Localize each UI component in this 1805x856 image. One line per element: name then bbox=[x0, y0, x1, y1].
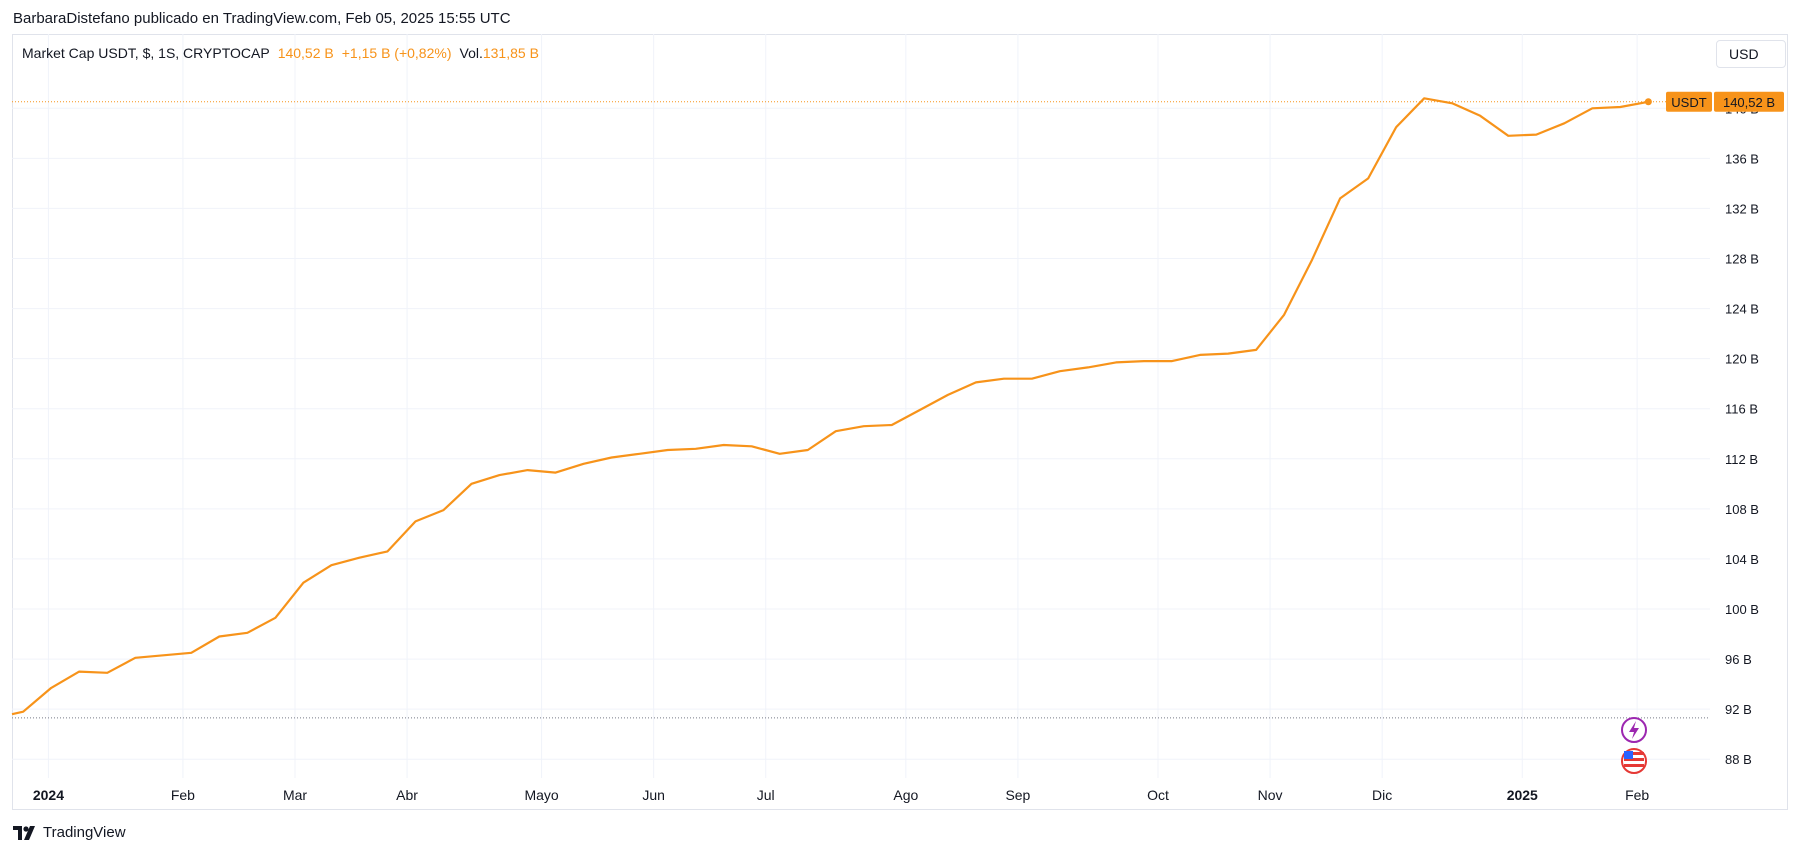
series-line[interactable] bbox=[11, 97, 1649, 716]
y-tick-label: 96 B bbox=[1725, 652, 1752, 667]
chart-frame bbox=[12, 34, 1788, 810]
y-tick-label: 88 B bbox=[1725, 752, 1752, 767]
x-tick-label: Nov bbox=[1258, 787, 1283, 803]
x-tick-label: Oct bbox=[1147, 787, 1169, 803]
legend-symbol[interactable]: Market Cap USDT, $, 1S, CRYPTOCAP bbox=[22, 45, 270, 61]
y-tick-label: 120 B bbox=[1725, 352, 1759, 367]
x-axis: 2024 Feb Mar Abr Mayo Jun Jul Ago Sep Oct Nov Dic 20… bbox=[33, 787, 1650, 803]
x-tick-label: Dic bbox=[1372, 787, 1392, 803]
y-tick-label: 92 B bbox=[1725, 702, 1752, 717]
x-tick-label: Sep bbox=[1005, 787, 1030, 803]
y-tick-label: 104 B bbox=[1725, 552, 1759, 567]
x-tick-label: 2024 bbox=[33, 787, 64, 803]
x-tick-label: Jul bbox=[757, 787, 775, 803]
y-tick-label: 132 B bbox=[1725, 201, 1759, 216]
y-tick-label: 112 B bbox=[1725, 452, 1758, 467]
x-tick-label: Abr bbox=[396, 787, 418, 803]
y-tick-label: 124 B bbox=[1725, 302, 1759, 317]
last-point-marker bbox=[1644, 98, 1652, 106]
legend-volume-label: Vol. bbox=[459, 45, 483, 61]
lightning-icon[interactable] bbox=[1621, 717, 1647, 743]
series-layer bbox=[11, 97, 1652, 716]
x-tick-label: Ago bbox=[893, 787, 918, 803]
x-tick-label: Mayo bbox=[524, 787, 558, 803]
publish-attribution: BarbaraDistefano publicado en TradingVie… bbox=[13, 10, 511, 27]
y-tick-label: 116 B bbox=[1725, 402, 1758, 417]
chart-legend: Market Cap USDT, $, 1S, CRYPTOCAP 140,52… bbox=[22, 45, 539, 61]
price-tag-value-bg bbox=[1714, 91, 1784, 112]
footer-brand-label: TradingView bbox=[43, 824, 126, 841]
legend-change: +1,15 B (+0,82%) bbox=[341, 45, 452, 61]
y-tick-label: 128 B bbox=[1725, 251, 1759, 266]
tradingview-logo-icon bbox=[13, 825, 35, 840]
last-price-tag: USDT 140,52 B bbox=[1666, 91, 1784, 112]
y-tick-label: 100 B bbox=[1725, 602, 1759, 617]
x-tick-label: 2025 bbox=[1507, 787, 1538, 803]
x-tick-label: Feb bbox=[171, 787, 195, 803]
price-tag-value: 140,52 B bbox=[1723, 95, 1775, 110]
y-tick-label: 136 B bbox=[1725, 151, 1759, 166]
x-tick-label: Feb bbox=[1625, 787, 1649, 803]
price-tag-symbol: USDT bbox=[1671, 95, 1706, 110]
footer-brand[interactable]: TradingView bbox=[13, 824, 126, 841]
currency-button[interactable]: USD bbox=[1716, 40, 1786, 68]
x-tick-label: Mar bbox=[283, 787, 307, 803]
legend-volume-value: 131,85 B bbox=[482, 45, 539, 61]
legend-last-value: 140,52 B bbox=[277, 45, 334, 61]
y-axis: 88 B 92 B 96 B 100 B 104 B 108 B 112 B 116 B 120… bbox=[1725, 101, 1759, 767]
grid-lines bbox=[12, 34, 1710, 778]
x-tick-label: Jun bbox=[642, 787, 665, 803]
reference-lines bbox=[12, 101, 1710, 719]
y-tick-label: 108 B bbox=[1725, 502, 1759, 517]
us-flag-icon[interactable] bbox=[1621, 748, 1647, 774]
price-tag-symbol-bg bbox=[1666, 91, 1712, 112]
